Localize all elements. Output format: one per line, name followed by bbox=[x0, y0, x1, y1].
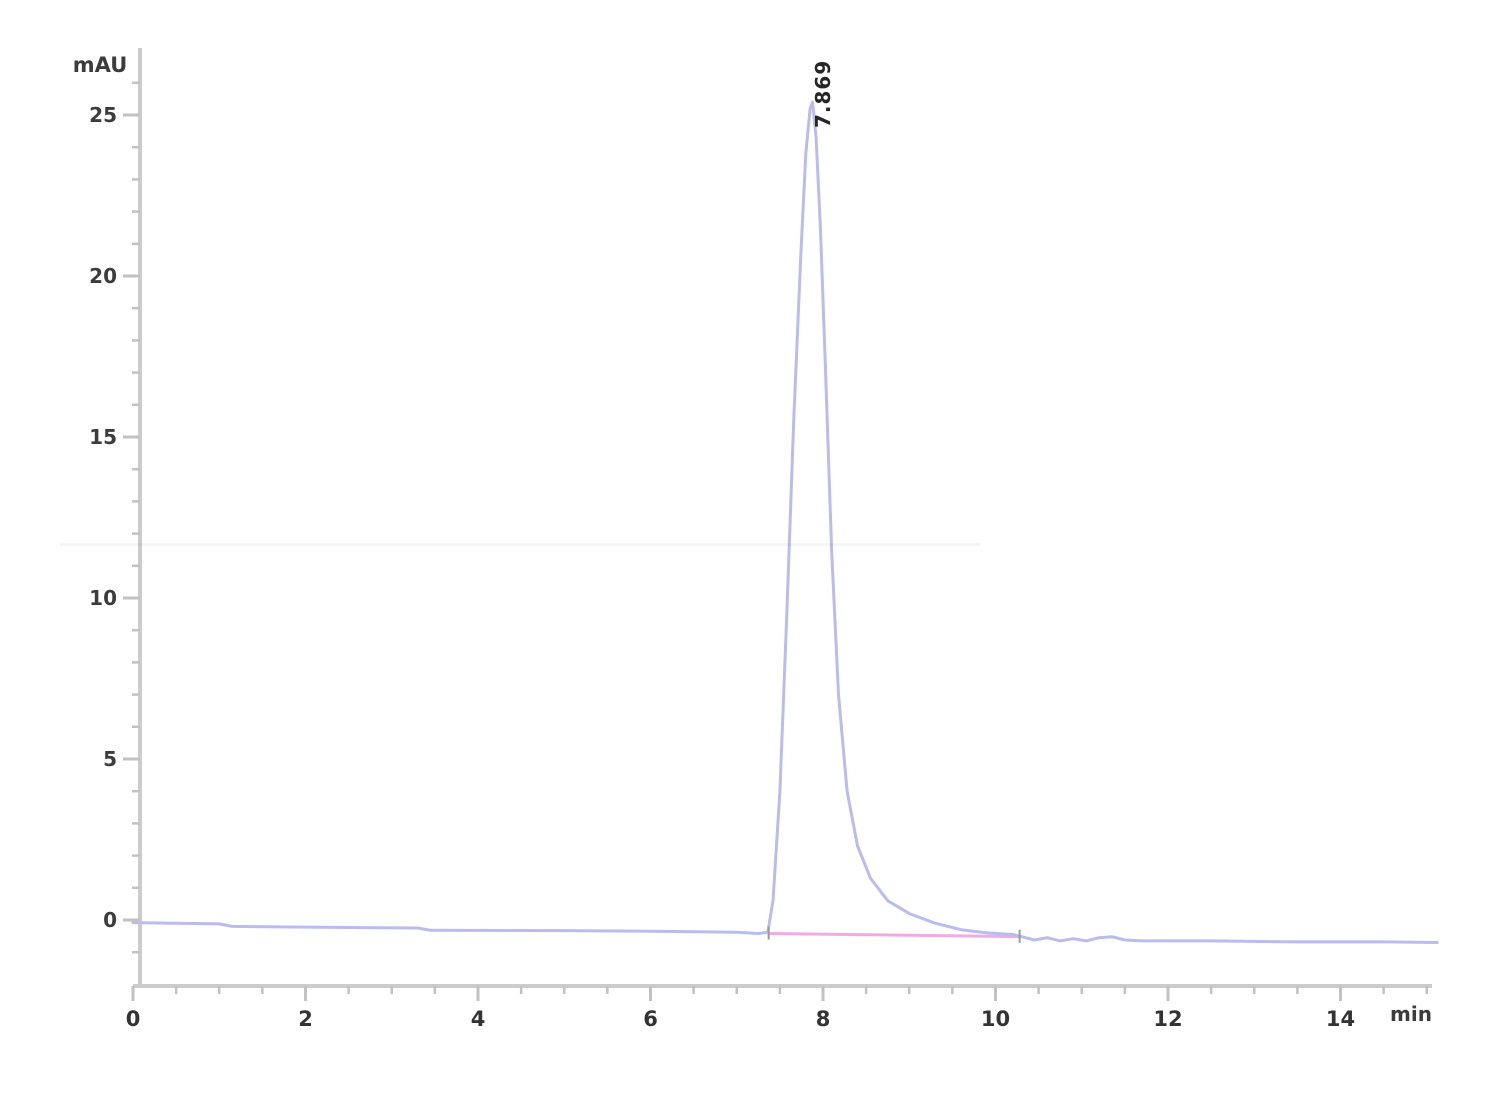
y-tick-label: 0 bbox=[103, 908, 117, 932]
x-tick-label: 10 bbox=[981, 1007, 1010, 1031]
x-tick-label: 12 bbox=[1153, 1007, 1182, 1031]
x-tick-label: 6 bbox=[643, 1007, 658, 1031]
x-tick-label: 4 bbox=[471, 1007, 486, 1031]
y-tick-label: 20 bbox=[89, 264, 117, 288]
x-tick-label: 14 bbox=[1326, 1007, 1355, 1031]
x-tick-label: 8 bbox=[816, 1007, 831, 1031]
peak-retention-time-label: 7.869 bbox=[811, 59, 835, 128]
faint-gridline-artifact bbox=[60, 543, 980, 546]
y-tick-label: 10 bbox=[89, 586, 117, 610]
y-tick-label: 5 bbox=[103, 747, 117, 771]
series-uv-signal bbox=[131, 100, 1439, 944]
y-axis-title: mAU bbox=[72, 53, 128, 77]
x-tick-label: 0 bbox=[126, 1007, 141, 1031]
x-tick-label: 2 bbox=[298, 1007, 313, 1031]
x-axis-title: min bbox=[1390, 1002, 1432, 1026]
series-integration-baseline bbox=[767, 932, 1022, 939]
y-tick-label: 15 bbox=[89, 425, 117, 449]
y-tick-label: 25 bbox=[89, 103, 117, 127]
